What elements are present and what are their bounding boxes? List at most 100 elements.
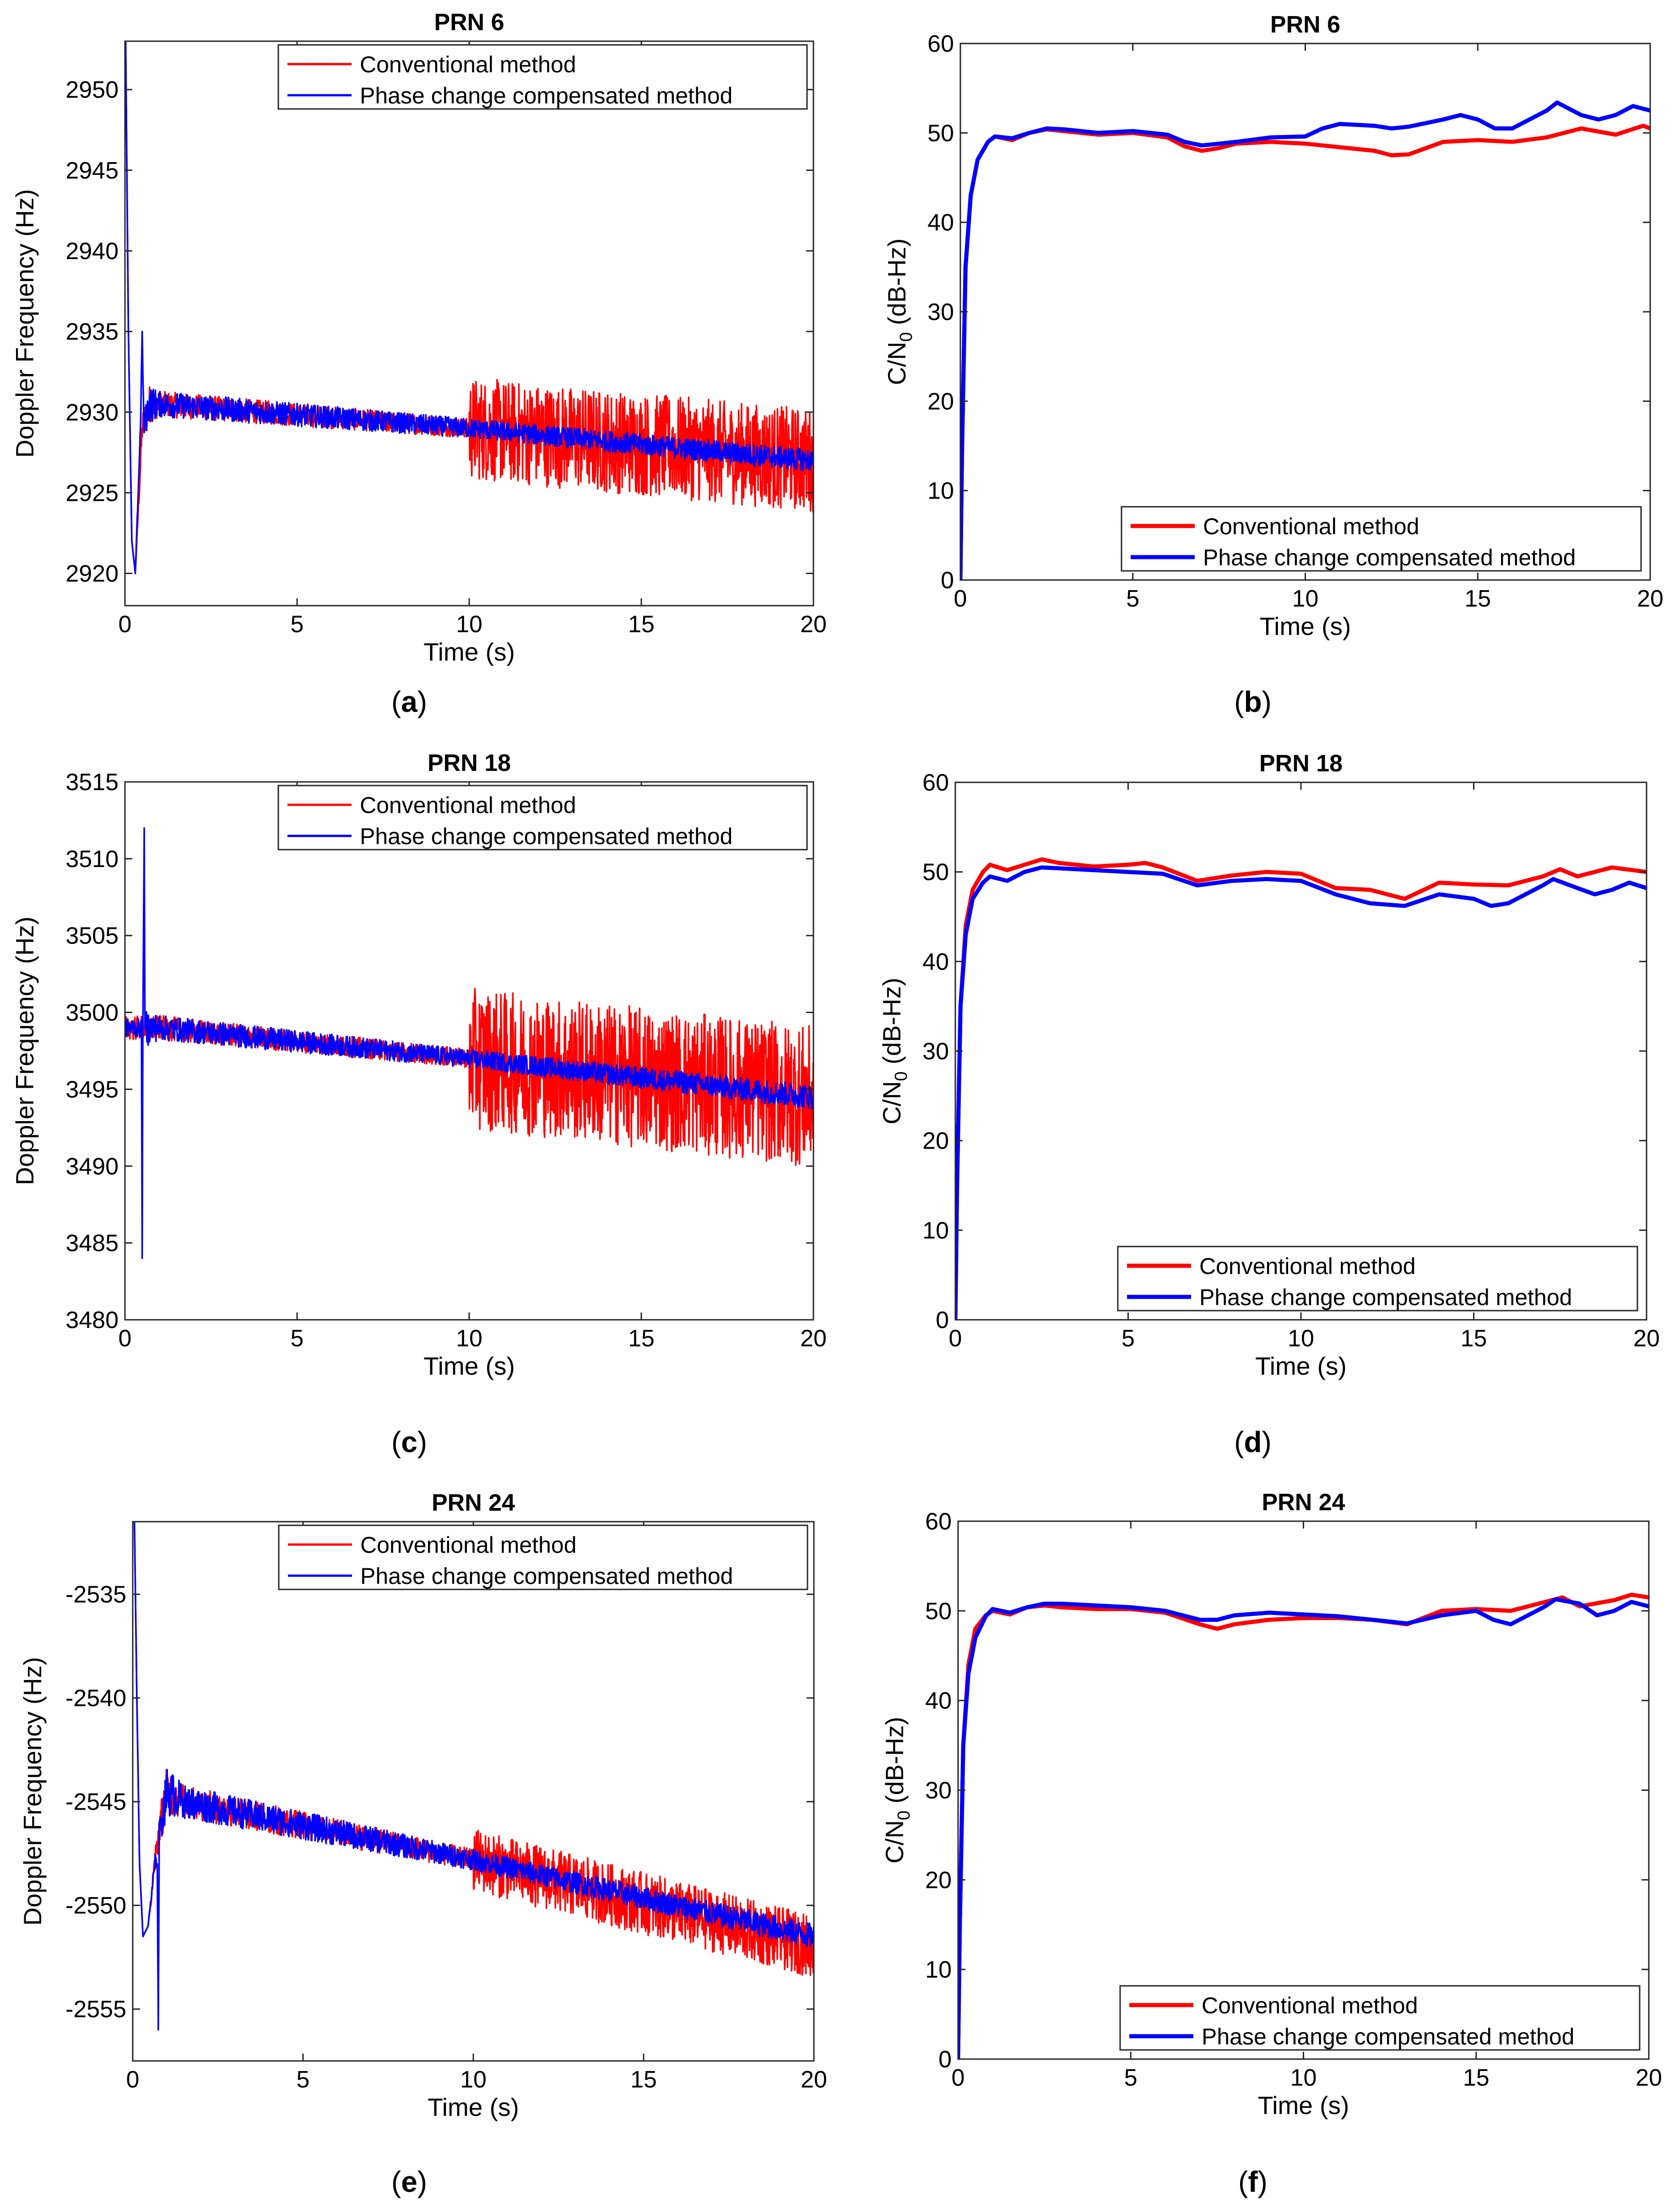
legend-entry: Phase change compensated method — [360, 83, 732, 108]
x-tick-label: 15 — [1461, 1325, 1487, 1352]
y-tick-label: 20 — [925, 1867, 952, 1893]
y-tick-label: 10 — [927, 478, 954, 504]
legend-entry: Conventional method — [1202, 1993, 1418, 2018]
legend-entry: Phase change compensated method — [1199, 1285, 1572, 1310]
y-axis-label: C/N0 (dB-Hz) — [880, 1717, 914, 1864]
series-compensated — [133, 1522, 814, 2031]
subfigure-label: (d) — [1234, 1426, 1272, 1458]
x-tick-label: 15 — [1464, 586, 1491, 612]
chart-panel-b: PRN 6 0 5 10 15 20 0 10 20 30 40 50 60 Time (s) C/N0 (… — [883, 11, 1663, 718]
y-tick-label: 3500 — [65, 1000, 119, 1026]
x-tick-label: 5 — [297, 2066, 310, 2093]
legend-entry: Phase change compensated method — [360, 824, 732, 849]
chart-title: PRN 24 — [432, 1490, 515, 1516]
y-tick-label: 0 — [941, 567, 954, 594]
x-tick-label: 0 — [119, 1325, 132, 1352]
x-tick-label: 20 — [1636, 2065, 1662, 2091]
y-tick-label: 30 — [922, 1038, 949, 1065]
y-tick-label: 2925 — [65, 480, 119, 506]
subfigure-label: (e) — [391, 2165, 427, 2198]
axes-box — [124, 40, 814, 607]
x-tick-label: 15 — [630, 2066, 657, 2093]
y-tick-label: 60 — [925, 1508, 952, 1535]
axes-box — [959, 43, 1651, 581]
series-line — [955, 865, 1647, 1320]
legend: Conventional method Phase change compensa… — [277, 785, 808, 851]
subfigure-label: (c) — [391, 1426, 427, 1458]
series-line — [125, 41, 813, 575]
subfigure-label: (b) — [1234, 685, 1272, 718]
y-tick-label: 3505 — [65, 923, 119, 949]
y-tick-label: 3510 — [65, 846, 119, 873]
y-tick-label: -2540 — [65, 1685, 126, 1712]
x-tick-label: 10 — [460, 2066, 487, 2093]
y-tick-label: 40 — [922, 949, 949, 975]
y-tick-label: 50 — [927, 120, 954, 146]
y-tick-label: -2550 — [65, 1892, 126, 1919]
x-tick-label: 0 — [949, 1325, 962, 1352]
x-tick-label: 15 — [1463, 2065, 1490, 2091]
x-axis-label: Time (s) — [428, 2093, 519, 2121]
y-axis-label: Doppler Frequency (Hz) — [11, 189, 39, 458]
y-tick-label: 2930 — [65, 399, 119, 426]
x-axis-label: Time (s) — [1258, 2091, 1349, 2120]
y-axis-label: Doppler Frequency (Hz) — [11, 916, 39, 1185]
legend-entry: Phase change compensated method — [1203, 545, 1576, 570]
y-tick-label: 3495 — [65, 1076, 119, 1103]
series-compensated — [955, 865, 1647, 1320]
legend-entry: Conventional method — [360, 52, 576, 77]
legend-box — [278, 1524, 808, 1590]
legend: Conventional method Phase change compensa… — [277, 44, 808, 110]
plot-area — [133, 1522, 814, 2031]
x-tick-label: 5 — [1126, 586, 1139, 612]
y-tick-label: 40 — [927, 210, 954, 236]
plot-area — [958, 1593, 1649, 2059]
y-tick-label: 2950 — [65, 77, 119, 103]
chart-panel-f: PRN 24 0 5 10 15 20 0 10 20 30 40 50 60 Time (s) C/N0 … — [880, 1489, 1662, 2198]
legend-box — [277, 785, 808, 851]
subfigure-label: (a) — [391, 685, 427, 718]
legend-box — [277, 44, 808, 110]
y-tick-label: 40 — [925, 1688, 952, 1714]
y-tick-label: 60 — [922, 770, 949, 796]
series-compensated — [125, 41, 813, 575]
subfigure-label: (f) — [1238, 2165, 1268, 2198]
plot-area — [955, 857, 1647, 1320]
x-tick-label: 10 — [1292, 586, 1319, 612]
series-conventional — [955, 857, 1647, 1320]
x-tick-label: 5 — [1124, 2065, 1138, 2091]
y-tick-label: 3480 — [65, 1307, 119, 1334]
y-tick-label: 0 — [936, 1307, 949, 1334]
series-line — [125, 827, 813, 1259]
legend-entry: Conventional method — [360, 792, 576, 818]
axes-box — [132, 1521, 815, 2062]
x-tick-label: 5 — [291, 1325, 304, 1352]
x-tick-label: 20 — [1637, 586, 1663, 612]
chart-title: PRN 18 — [428, 750, 511, 776]
plot-area — [125, 827, 813, 1259]
y-tick-label: 50 — [922, 859, 949, 886]
y-tick-label: 10 — [925, 1957, 952, 1983]
chart-title: PRN 6 — [1270, 11, 1340, 38]
chart-panel-a: PRN 6 0 5 10 15 20 2920 2925 2930 2935 2940 2945 295… — [11, 9, 827, 718]
y-tick-label: 20 — [922, 1128, 949, 1155]
chart-panel-d: PRN 18 0 5 10 15 20 0 10 20 30 40 50 60 Time (s) C/N0 … — [878, 750, 1660, 1458]
chart-title: PRN 18 — [1259, 750, 1343, 777]
x-tick-label: 0 — [952, 2065, 965, 2091]
y-tick-label: 30 — [925, 1778, 952, 1804]
x-tick-label: 0 — [954, 586, 967, 612]
legend-box — [1119, 1985, 1641, 2051]
x-tick-label: 20 — [800, 1325, 827, 1352]
legend-entry: Conventional method — [1199, 1253, 1416, 1279]
legend-entry: Conventional method — [360, 1532, 577, 1558]
x-tick-label: 0 — [119, 611, 132, 638]
x-tick-label: 20 — [1633, 1325, 1660, 1352]
series-compensated — [125, 827, 813, 1259]
y-tick-label: 2945 — [65, 157, 119, 184]
y-tick-label: 3515 — [65, 769, 119, 796]
legend: Conventional method Phase change compensa… — [1121, 506, 1642, 572]
y-tick-label: 0 — [938, 2046, 952, 2073]
y-axis-label: C/N0 (dB-Hz) — [883, 239, 916, 385]
legend-box — [1121, 506, 1642, 572]
